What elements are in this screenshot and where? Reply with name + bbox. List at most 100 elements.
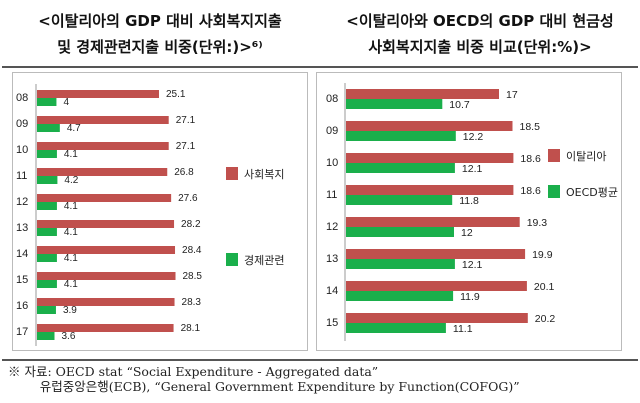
source-divider — [2, 359, 638, 361]
bar-primary — [37, 246, 176, 254]
data-label: 4.1 — [64, 279, 78, 290]
left-title-line2: 및 경제관련지출 비중(단위:)>⁶⁾ — [57, 38, 263, 56]
category-label: 14 — [326, 285, 338, 297]
category-label: 08 — [326, 93, 338, 105]
data-label: 4 — [63, 97, 69, 108]
bar-primary — [37, 142, 169, 150]
data-label: 26.8 — [174, 167, 194, 178]
bar-primary — [346, 217, 520, 227]
category-label: 14 — [16, 248, 28, 260]
bar-secondary — [346, 131, 456, 141]
data-label: 11.9 — [460, 291, 480, 303]
category-label: 10 — [326, 157, 338, 169]
bar-secondary — [37, 176, 58, 184]
category-label: 15 — [326, 317, 338, 329]
data-label: 28.1 — [181, 323, 201, 334]
category-label: 15 — [16, 274, 28, 286]
category-label: 13 — [16, 222, 28, 234]
data-label: 28.5 — [183, 271, 203, 282]
category-label: 10 — [16, 144, 28, 156]
data-label: 4.1 — [64, 201, 78, 212]
title-divider — [2, 66, 638, 68]
source-line2: 유럽중앙은행(ECB), “General Government Expendi… — [8, 379, 520, 394]
bar-secondary — [37, 124, 60, 132]
data-label: 12.2 — [463, 131, 484, 143]
bar-secondary — [37, 254, 57, 262]
bar-primary — [37, 116, 169, 124]
bar-secondary — [346, 227, 454, 237]
bar-primary — [37, 90, 159, 98]
data-label: 3.6 — [61, 331, 75, 342]
category-label: 11 — [16, 170, 27, 182]
legend-label: 이탈리아 — [566, 150, 606, 163]
bar-secondary — [37, 228, 57, 236]
bar-primary — [37, 168, 168, 176]
bar-primary — [37, 220, 175, 228]
bar-primary — [346, 281, 527, 291]
category-label: 12 — [16, 196, 28, 208]
bar-secondary — [346, 259, 455, 269]
data-label: 4.1 — [64, 149, 78, 160]
bar-primary — [346, 249, 526, 259]
data-label: 11.1 — [453, 323, 473, 335]
category-label: 08 — [16, 92, 28, 104]
source-line1: ※ 자료: OECD stat “Social Expenditure - Ag… — [8, 364, 379, 379]
right-title-line2: 사회복지지출 비중 비교(단위:%)> — [368, 38, 592, 56]
data-label: 18.6 — [520, 153, 541, 165]
data-label: 28.4 — [182, 245, 202, 256]
data-label: 27.1 — [176, 115, 196, 126]
data-label: 12.1 — [462, 259, 483, 271]
data-label: 18.5 — [520, 121, 541, 133]
legend-label: 경제관련 — [244, 254, 284, 267]
category-label: 09 — [16, 118, 28, 130]
bar-primary — [346, 89, 499, 99]
bar-primary — [37, 324, 174, 332]
category-label: 16 — [16, 300, 28, 312]
data-label: 4.1 — [64, 227, 78, 238]
legend-swatch — [548, 149, 560, 162]
data-label: 4.1 — [64, 253, 78, 264]
bar-primary — [37, 194, 172, 202]
data-label: 28.2 — [181, 219, 201, 230]
right-title-line1: <이탈리아와 OECD의 GDP 대비 현금성 — [346, 12, 614, 30]
data-label: 27.1 — [176, 141, 196, 152]
legend-swatch — [548, 185, 560, 198]
bar-secondary — [346, 195, 453, 205]
category-label: 13 — [326, 253, 338, 265]
data-label: 20.2 — [535, 313, 556, 325]
data-label: 19.3 — [527, 217, 548, 229]
bar-primary — [37, 272, 176, 280]
right-chart-title: <이탈리아와 OECD의 GDP 대비 현금성 사회복지지출 비중 비교(단위:… — [320, 8, 640, 60]
data-label: 25.1 — [166, 89, 186, 100]
data-label: 12.1 — [462, 163, 483, 175]
data-label: 28.3 — [182, 297, 202, 308]
category-label: 11 — [326, 189, 337, 201]
category-label: 09 — [326, 125, 338, 137]
data-label: 17 — [506, 89, 518, 101]
data-label: 4.2 — [64, 175, 78, 186]
bar-secondary — [346, 99, 443, 109]
bar-secondary — [346, 163, 455, 173]
data-label: 12 — [461, 227, 473, 239]
bar-secondary — [346, 323, 446, 333]
bar-secondary — [37, 332, 55, 340]
bar-primary — [346, 121, 513, 131]
data-label: 3.9 — [63, 305, 77, 316]
data-label: 18.6 — [520, 185, 541, 197]
bar-secondary — [37, 98, 57, 106]
bar-primary — [346, 313, 528, 323]
source-note: ※ 자료: OECD stat “Social Expenditure - Ag… — [8, 364, 520, 394]
legend-swatch — [226, 253, 238, 266]
data-label: 11.8 — [459, 195, 479, 207]
data-label: 20.1 — [534, 281, 555, 293]
left-chart-title: <이탈리아의 GDP 대비 사회복지지출 및 경제관련지출 비중(단위:)>⁶⁾ — [0, 8, 320, 60]
legend-label: 사회복지 — [244, 168, 284, 181]
bar-secondary — [346, 291, 454, 301]
legend-swatch — [226, 167, 238, 180]
data-label: 10.7 — [449, 99, 470, 111]
bar-primary — [37, 298, 175, 306]
left-title-line1: <이탈리아의 GDP 대비 사회복지지출 — [38, 12, 282, 30]
data-label: 19.9 — [532, 249, 553, 261]
data-label: 4.7 — [67, 123, 81, 134]
legend-label: OECD평균 — [566, 186, 618, 199]
